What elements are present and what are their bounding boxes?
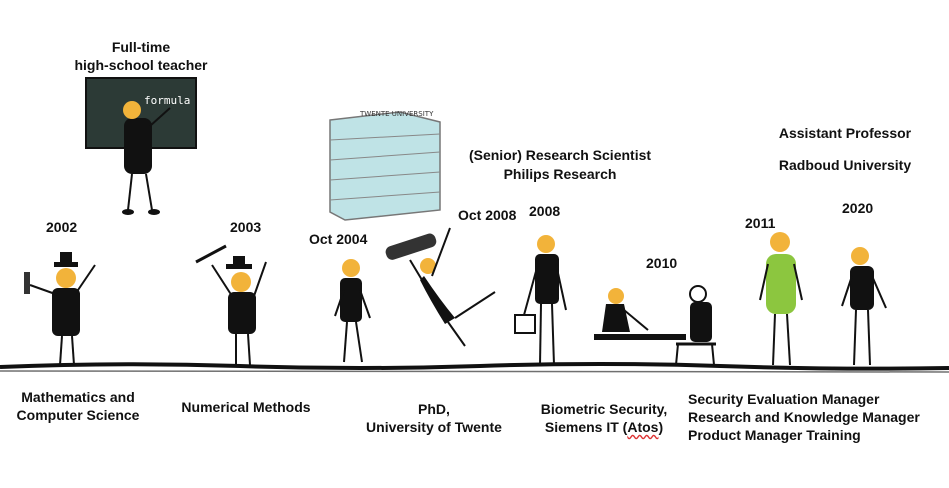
professor-label: Assistant Professor Radboud University <box>778 125 912 173</box>
year-2008: 2008 <box>529 203 561 219</box>
year-2011: 2011 <box>745 215 776 231</box>
numerical-methods-label: Numerical Methods <box>181 399 311 415</box>
year-oct-2004: Oct 2004 <box>309 231 368 247</box>
year-2003: 2003 <box>230 219 262 235</box>
year-2010: 2010 <box>646 255 678 271</box>
teacher-label: Full-time high-school teacher <box>74 39 208 73</box>
biometric-scene <box>594 285 716 366</box>
board-writing: formula <box>144 94 190 107</box>
phd-2004-figure <box>334 259 371 363</box>
manager-2011-figure <box>759 232 803 366</box>
philips-label: (Senior) Research Scientist Philips Rese… <box>468 147 652 182</box>
professor-2020-figure <box>841 247 887 366</box>
phd-label: PhD, University of Twente <box>366 401 502 435</box>
math-cs-label: Mathematics and Computer Science <box>16 389 140 423</box>
graduate-2003-figure <box>195 244 267 366</box>
security-roles-label: Security Evaluation Manager Research and… <box>688 391 920 443</box>
ground-line <box>0 362 949 371</box>
building-sign: TWENTE UNIVERSITY <box>359 110 434 118</box>
phd-celebration-figure <box>385 227 496 347</box>
university-building: TWENTE UNIVERSITY <box>329 110 441 221</box>
year-2002: 2002 <box>46 219 78 235</box>
biometric-security-label: Biometric Security, Siemens IT (Atos) <box>540 401 668 435</box>
teacher-figure <box>122 101 171 215</box>
year-oct-2008: Oct 2008 <box>458 207 517 223</box>
scientist-2008-figure <box>514 235 567 366</box>
graduate-2002-figure <box>24 252 96 366</box>
year-2020: 2020 <box>842 200 874 216</box>
